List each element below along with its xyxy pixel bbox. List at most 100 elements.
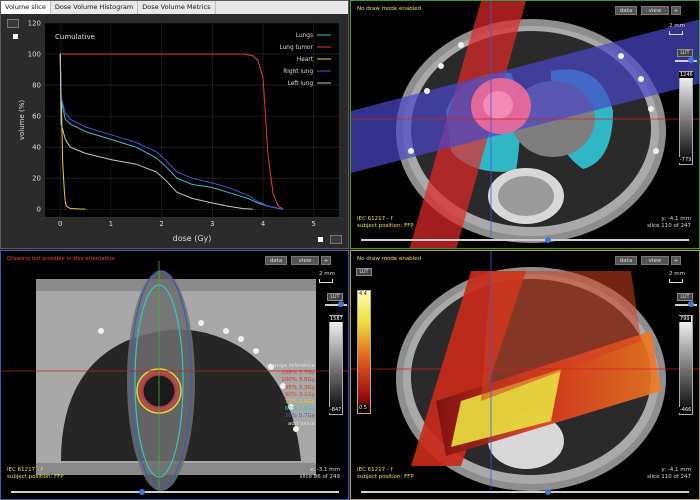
y-tick-label: 40: [32, 144, 41, 152]
tab-dose-volume-metrics[interactable]: Dose Volume Metrics: [138, 1, 216, 14]
chart-title: Cumulative: [55, 33, 95, 41]
tab-dose-volume-histogram[interactable]: Dose Volume Histogram: [51, 1, 139, 14]
dose-scale-bar: [669, 279, 683, 283]
y-tick-label: 0: [37, 206, 41, 214]
sagittal-view-button[interactable]: view: [291, 256, 319, 265]
sagittal-slice-info: x: -3.1 mm slice 86 of 249: [300, 467, 340, 481]
legend-add-value[interactable]: add value: [287, 420, 315, 427]
sagittal-data-button[interactable]: data: [265, 256, 287, 265]
legend-item[interactable]: 60% 1.9Gy: [284, 406, 315, 413]
dose-slice-knob[interactable]: [544, 489, 551, 495]
sagittal-slice-slider[interactable]: [11, 491, 339, 493]
x-tick-label: 1: [109, 220, 113, 228]
axial-slice-count: slice 110 of 247: [647, 223, 691, 229]
axial-lut-slider[interactable]: [675, 60, 697, 62]
legend-items: 108% 3.7Gy 100% 3.5Gy 95% 3.3Gy 90% 3.1Gy 75…: [247, 370, 315, 420]
dose-iec-label: IEC 61217 - f: [357, 467, 393, 473]
x-axis-label: dose (Gy): [173, 234, 212, 243]
x-tick-label: 0: [58, 220, 62, 228]
legend-item[interactable]: 95% 3.3Gy: [284, 384, 315, 391]
dose-lut-button[interactable]: LUT: [677, 293, 693, 301]
tab-volume-slice[interactable]: Volume slice: [1, 1, 51, 14]
dvh-option-checkbox[interactable]: [13, 34, 18, 39]
dose-plus-button[interactable]: +: [671, 256, 681, 265]
dose-grayscale-bar: [679, 315, 693, 415]
plot-area: [45, 23, 339, 217]
axial-plus-button[interactable]: +: [671, 6, 681, 15]
sagittal-scale-label: 2 mm: [319, 271, 335, 277]
sagittal-dose-min: 0.5: [358, 405, 368, 411]
axial-lut-max: 1246: [679, 72, 694, 78]
axial-lut-knob[interactable]: [688, 57, 694, 63]
y-tick-label: 100: [28, 51, 41, 59]
sagittal-view[interactable]: Drawing not possible in this orientation…: [0, 250, 349, 500]
isodose-legend: change reference 108% 3.7Gy 100% 3.5Gy 95%…: [247, 363, 315, 428]
sagittal-lut-slider[interactable]: [325, 304, 347, 306]
series-line-lung-tumor: [60, 53, 284, 210]
legend-label: Heart: [297, 57, 314, 63]
x-tick-label: 2: [159, 220, 163, 228]
sagittal-slice-knob[interactable]: [139, 489, 146, 495]
dose-lut-knob[interactable]: [688, 301, 694, 307]
sagittal-lut-knob[interactable]: [338, 301, 344, 307]
x-tick-label: 4: [261, 220, 266, 228]
axial-orientation-label: IEC 61217 - f subject position: FFP: [357, 216, 414, 230]
y-axis-label: volume (%): [18, 100, 26, 141]
axial-grayscale-bar: [679, 71, 693, 165]
dvh-corner-checkbox[interactable]: [318, 237, 323, 242]
dose-lut-min: -466: [679, 407, 693, 413]
dose-lut-slider[interactable]: [675, 304, 697, 306]
dose-view[interactable]: No draw mode enabled data view + 2 mm LU…: [350, 250, 700, 500]
axial-view-button[interactable]: view: [641, 6, 669, 15]
dose-lut-max: 799: [679, 316, 691, 322]
legend-item[interactable]: 108% 3.7Gy: [281, 370, 315, 377]
series-line-lungs: [59, 53, 284, 210]
axial-slice-info: y: -4.1 mm slice 110 of 247: [647, 216, 691, 230]
sagittal-iec-label: IEC 61217 - f: [7, 467, 43, 473]
series-line-left-lung: [59, 53, 253, 210]
legend-item[interactable]: 75% 2.6Gy: [284, 399, 315, 406]
sagittal-dose-lut-button[interactable]: LUT: [356, 268, 372, 276]
x-tick-label: 5: [311, 220, 315, 228]
legend-label: Left lung: [288, 81, 314, 87]
sagittal-lut-max: 1587: [329, 316, 344, 322]
y-tick-label: 80: [32, 82, 41, 90]
dose-status-text: No draw mode enabled: [357, 256, 422, 262]
axial-position-label: subject position: FFP: [357, 223, 414, 229]
dose-slice-slider[interactable]: [361, 491, 689, 493]
legend-item[interactable]: 100% 3.5Gy: [281, 377, 315, 384]
axial-lut-min: -773: [679, 157, 693, 163]
dvh-toolbar-button[interactable]: [7, 19, 19, 28]
sagittal-status-text: Drawing not possible in this orientation: [7, 256, 116, 262]
axial-lut-button[interactable]: LUT: [677, 49, 693, 57]
dose-scale-label: 2 mm: [669, 271, 685, 277]
x-tick-label: 3: [210, 220, 214, 228]
axial-slice-slider[interactable]: [361, 239, 689, 241]
axial-slice-knob[interactable]: [544, 237, 551, 243]
y-tick-label: 120: [28, 20, 41, 28]
legend-title[interactable]: change reference: [266, 363, 315, 369]
dvh-export-button[interactable]: [330, 235, 342, 244]
sagittal-coord: x: -3.1 mm: [309, 467, 340, 473]
sagittal-orientation-label: IEC 61217 - f subject position: FFP: [7, 467, 64, 481]
dose-data-button[interactable]: data: [615, 256, 637, 265]
dose-position-label: subject position: FFP: [357, 474, 414, 480]
legend-item[interactable]: 20% 0.7Gy: [284, 413, 315, 420]
sagittal-lut-button[interactable]: LUT: [327, 293, 343, 301]
legend-label: Lung tumor: [279, 45, 313, 51]
sagittal-position-label: subject position: FFP: [7, 474, 64, 480]
series-line-heart: [59, 53, 86, 210]
dvh-panel: Volume slice Dose Volume Histogram Dose …: [0, 0, 349, 249]
sagittal-image: [1, 261, 348, 491]
axial-data-button[interactable]: data: [615, 6, 637, 15]
tab-bar: Volume slice Dose Volume Histogram Dose …: [1, 1, 348, 14]
sagittal-plus-button[interactable]: +: [321, 256, 331, 265]
dose-coord: y: -4.1 mm: [661, 467, 691, 473]
sagittal-scale-bar: [319, 279, 333, 283]
sagittal-lut-min: -847: [329, 407, 343, 413]
axial-view[interactable]: No draw mode enabled data view + 2 mm LU…: [350, 0, 700, 249]
dose-view-button[interactable]: view: [641, 256, 669, 265]
legend-item[interactable]: 90% 3.1Gy: [284, 391, 315, 398]
axial-image: [351, 1, 699, 248]
